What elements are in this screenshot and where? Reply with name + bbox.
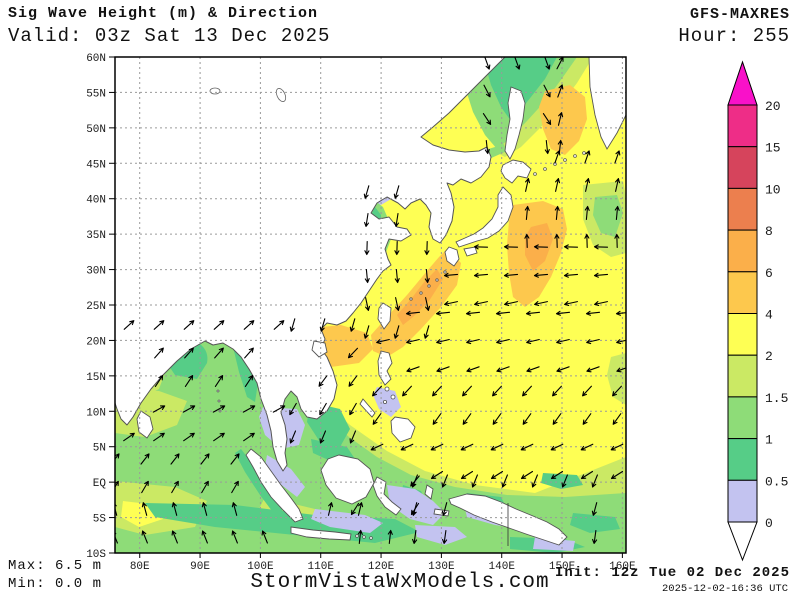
page-title: Sig Wave Height (m) & Direction [8,5,319,22]
hokkaido [500,159,532,184]
svg-text:10N: 10N [86,407,106,419]
init-time-label: Init: 12z Tue 02 Dec 2025 [554,565,790,581]
map-area [114,56,627,554]
svg-text:0.5: 0.5 [765,474,788,489]
hainan [311,340,328,358]
kamchatka [588,57,626,150]
svg-text:5N: 5N [93,443,106,455]
svg-text:4: 4 [765,308,773,323]
kyushu [444,246,460,267]
svg-text:25N: 25N [86,301,106,313]
asia-mainland [115,57,506,472]
graticule [115,57,626,553]
watermark: StormVistaWxModels.com [250,571,550,594]
svg-text:160E: 160E [609,561,636,573]
svg-text:15N: 15N [86,372,106,384]
halmahera [424,484,434,500]
ryukyu-islands [409,270,447,301]
sakhalin [504,86,526,160]
svg-text:60N: 60N [86,53,106,65]
palawan [359,398,376,418]
svg-text:140E: 140E [489,561,516,573]
valid-time-label: Valid: 03z Sat 13 Dec 2025 [8,25,331,47]
svg-text:10S: 10S [86,549,106,561]
svg-text:5S: 5S [93,514,107,526]
generated-timestamp: 2025-12-02-16:36 UTC [661,583,788,595]
sri-lanka [136,410,154,439]
svg-text:20: 20 [765,99,781,114]
small-islands [216,386,396,540]
luzon [377,350,393,386]
sulawesi [372,476,402,516]
max-value-label: Max: 6.5 m [8,558,103,574]
svg-text:80E: 80E [130,561,150,573]
svg-text:1: 1 [765,433,773,448]
svg-text:50N: 50N [86,124,106,136]
svg-text:90E: 90E [190,561,210,573]
svg-text:45N: 45N [86,159,106,171]
svg-text:1.5: 1.5 [765,391,788,406]
model-name-label: GFS-MAXRES [689,6,790,23]
svg-text:110E: 110E [308,561,335,573]
svg-text:6: 6 [765,266,773,281]
svg-text:20N: 20N [86,336,106,348]
colorbar: 20 15 10 8 6 4 2 1.5 1 0.5 0 [727,60,788,562]
svg-text:100E: 100E [247,561,274,573]
svg-text:120E: 120E [368,561,395,573]
borneo [320,454,375,505]
svg-text:2: 2 [765,349,773,364]
axis-labels: 60N 55N 50N 45N 40N 35N 30N 25N 20N 15N 10N 5N EQ 5S 1… [86,53,636,573]
min-value-label: Min: 0.0 m [8,576,103,592]
wave-direction-arrows [115,57,626,545]
svg-text:15: 15 [765,141,781,156]
lake [209,87,221,95]
svg-text:130E: 130E [428,561,455,573]
lake [275,88,287,102]
svg-text:55N: 55N [86,88,106,100]
svg-text:150E: 150E [549,561,576,573]
svg-text:8: 8 [765,224,773,239]
forecast-hour-label: Hour: 255 [678,25,790,47]
mindanao [390,416,416,443]
kuril-islands [533,151,586,176]
svg-text:EQ: EQ [93,478,107,490]
svg-text:10: 10 [765,182,781,197]
svg-text:35N: 35N [86,230,106,242]
svg-text:30N: 30N [86,266,106,278]
shikoku [463,246,478,257]
honshu [455,186,514,248]
svg-text:40N: 40N [86,195,106,207]
svg-text:0: 0 [765,516,773,531]
